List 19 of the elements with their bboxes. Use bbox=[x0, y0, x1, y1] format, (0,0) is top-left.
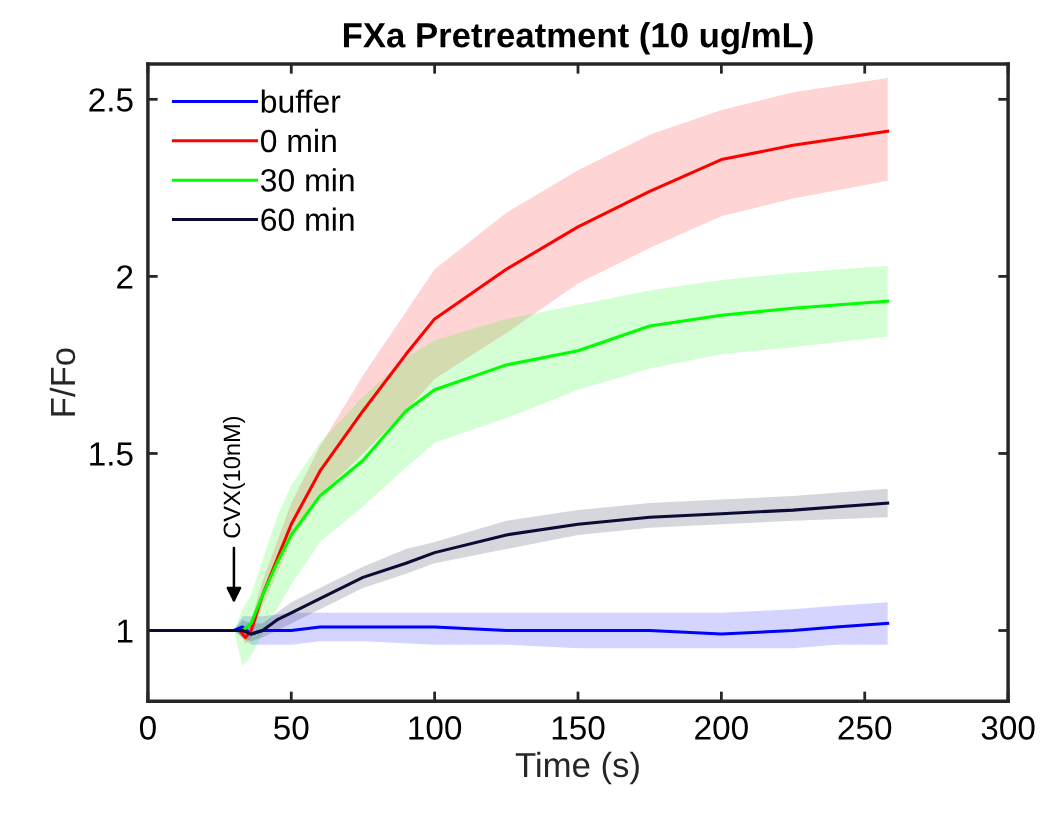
x-tick-label: 300 bbox=[981, 716, 1035, 740]
y-axis-title: F/Fo bbox=[49, 348, 76, 416]
y-tick-label: 2 bbox=[117, 265, 133, 289]
chart-title: FXa Pretreatment (10 ug/mL) bbox=[343, 22, 813, 55]
x-tick-label: 200 bbox=[695, 716, 748, 740]
x-tick-label: 250 bbox=[838, 716, 892, 740]
y-tick-label: 1 bbox=[118, 619, 133, 643]
legend-label: buffer bbox=[261, 89, 341, 113]
legend-label: 30 min bbox=[260, 168, 354, 192]
x-axis-title: Time (s) bbox=[515, 751, 639, 785]
x-tick-label: 100 bbox=[409, 716, 462, 740]
y-tick-label: 1.5 bbox=[90, 442, 133, 466]
x-tick-label: 0 bbox=[139, 716, 156, 740]
x-tick-label: 150 bbox=[552, 716, 605, 740]
x-tick-label: 50 bbox=[274, 716, 309, 740]
y-tick-label: 2.5 bbox=[89, 88, 133, 112]
legend-label: 60 min bbox=[261, 207, 354, 232]
legend-label: 0 min bbox=[260, 128, 336, 153]
annotation: CVX(10nM) bbox=[222, 416, 245, 538]
